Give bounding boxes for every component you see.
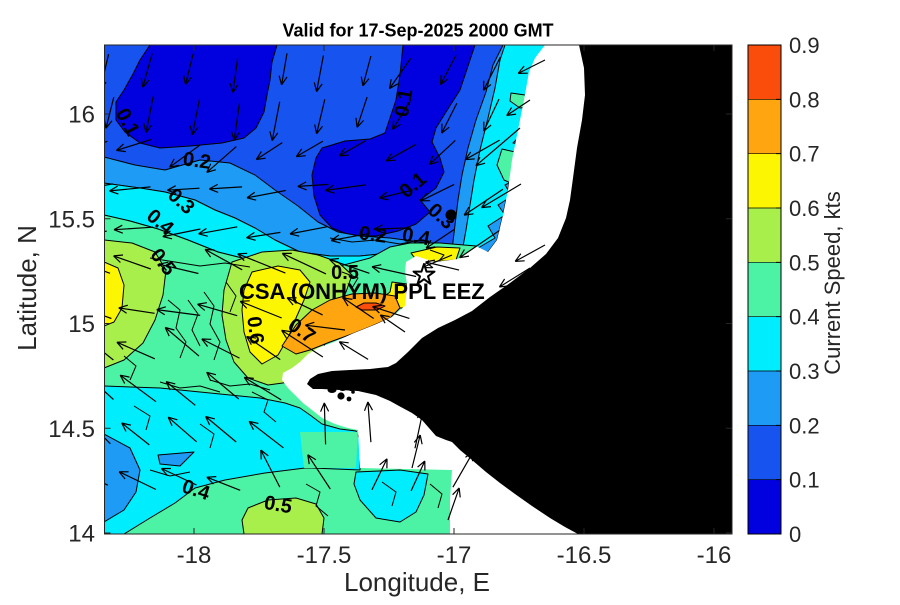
svg-text:Longitude, E: Longitude, E xyxy=(344,567,490,597)
svg-text:0.5: 0.5 xyxy=(789,250,820,275)
svg-text:0.5: 0.5 xyxy=(331,262,359,284)
svg-text:0.9: 0.9 xyxy=(789,33,820,58)
svg-text:0.5: 0.5 xyxy=(337,374,365,396)
svg-text:-16.5: -16.5 xyxy=(557,542,612,569)
svg-text:15.5: 15.5 xyxy=(48,206,95,233)
svg-text:-18: -18 xyxy=(177,542,212,569)
svg-text:16: 16 xyxy=(68,102,95,129)
svg-text:14: 14 xyxy=(68,521,95,548)
svg-text:0.8: 0.8 xyxy=(789,87,820,112)
svg-text:-17.5: -17.5 xyxy=(297,542,352,569)
svg-text:0.2: 0.2 xyxy=(789,413,820,438)
svg-text:-17: -17 xyxy=(437,542,472,569)
svg-text:0.7: 0.7 xyxy=(789,142,820,167)
svg-text:14.5: 14.5 xyxy=(48,416,95,443)
svg-text:Valid for 17-Sep-2025 2000 GMT: Valid for 17-Sep-2025 2000 GMT xyxy=(282,21,553,41)
svg-text:0.4: 0.4 xyxy=(789,305,820,330)
svg-text:15: 15 xyxy=(68,311,95,338)
svg-text:Latitude, N: Latitude, N xyxy=(12,225,42,351)
svg-text:0.6: 0.6 xyxy=(789,196,820,221)
svg-text:0.6: 0.6 xyxy=(242,315,267,345)
svg-text:Current Speed, kts: Current Speed, kts xyxy=(820,191,845,374)
svg-text:0.2: 0.2 xyxy=(358,222,389,248)
svg-text:0.4: 0.4 xyxy=(400,224,432,251)
svg-text:0.5: 0.5 xyxy=(262,492,293,518)
svg-text:-16: -16 xyxy=(697,542,732,569)
svg-text:CSA (ONHYM) PPL EEZ: CSA (ONHYM) PPL EEZ xyxy=(239,279,485,304)
svg-text:0: 0 xyxy=(789,522,801,547)
svg-text:0.1: 0.1 xyxy=(789,468,820,493)
svg-text:0.2: 0.2 xyxy=(182,148,213,174)
svg-text:0.1: 0.1 xyxy=(391,87,417,118)
svg-text:0.3: 0.3 xyxy=(789,359,820,384)
